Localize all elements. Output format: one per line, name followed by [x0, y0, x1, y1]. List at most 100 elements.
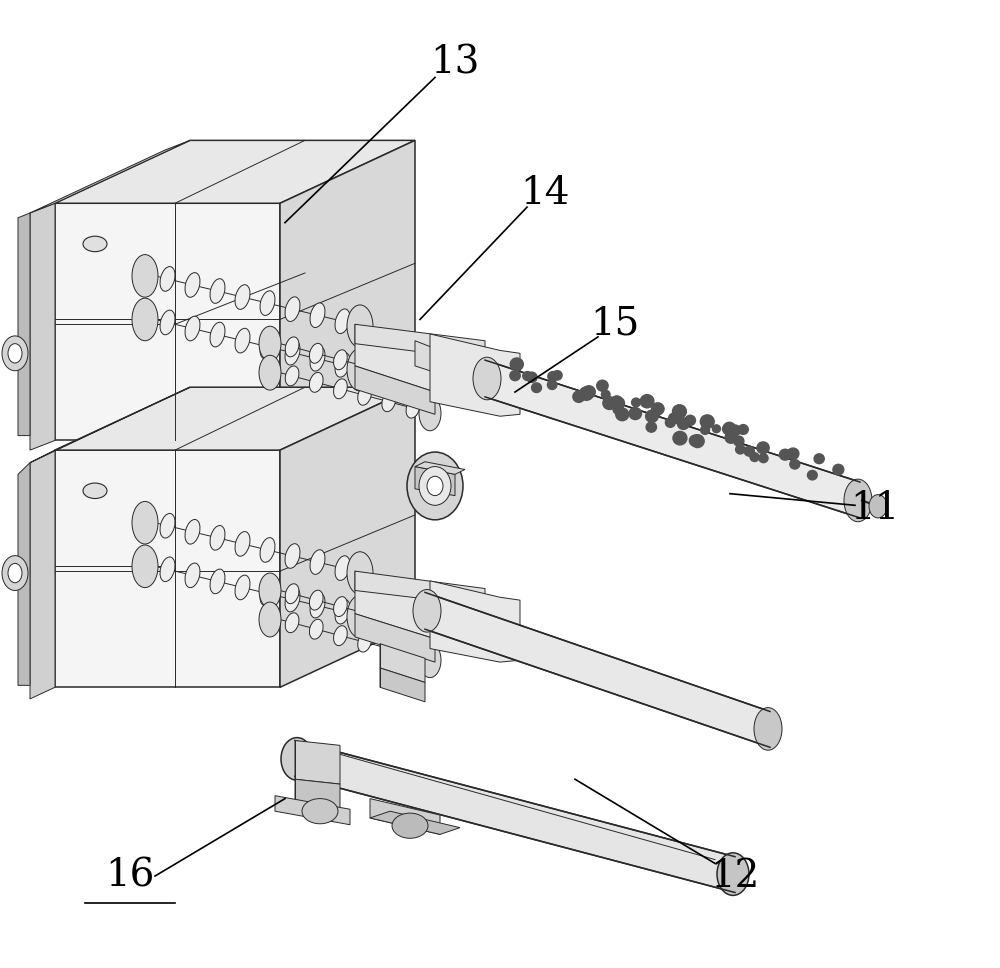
Circle shape: [759, 454, 768, 463]
Ellipse shape: [347, 305, 373, 348]
Circle shape: [523, 372, 532, 380]
Ellipse shape: [281, 738, 313, 780]
Ellipse shape: [382, 610, 396, 629]
Polygon shape: [380, 644, 425, 682]
Ellipse shape: [382, 392, 396, 411]
Ellipse shape: [406, 369, 420, 389]
Ellipse shape: [260, 537, 275, 562]
Ellipse shape: [419, 368, 441, 403]
Circle shape: [651, 410, 660, 418]
Ellipse shape: [334, 596, 347, 617]
Polygon shape: [30, 387, 190, 463]
Ellipse shape: [235, 575, 250, 600]
Text: 13: 13: [430, 45, 480, 81]
Ellipse shape: [309, 373, 323, 392]
Ellipse shape: [869, 495, 887, 518]
Ellipse shape: [132, 501, 158, 544]
Ellipse shape: [754, 708, 782, 750]
Circle shape: [646, 410, 658, 422]
Polygon shape: [370, 811, 460, 834]
Circle shape: [729, 427, 737, 435]
Circle shape: [673, 432, 687, 445]
Polygon shape: [18, 213, 30, 436]
Ellipse shape: [334, 349, 347, 370]
Ellipse shape: [285, 341, 300, 365]
Circle shape: [675, 415, 684, 424]
Circle shape: [790, 460, 800, 469]
Ellipse shape: [285, 588, 300, 612]
Circle shape: [689, 435, 701, 446]
Ellipse shape: [285, 544, 300, 568]
Polygon shape: [415, 341, 445, 376]
Ellipse shape: [302, 799, 338, 824]
Ellipse shape: [160, 310, 175, 335]
Polygon shape: [275, 796, 350, 825]
Ellipse shape: [285, 584, 299, 604]
Polygon shape: [30, 140, 190, 213]
Text: 12: 12: [710, 858, 760, 894]
Polygon shape: [280, 387, 415, 687]
Ellipse shape: [285, 366, 299, 386]
Ellipse shape: [334, 625, 347, 646]
Ellipse shape: [185, 520, 200, 544]
Polygon shape: [380, 668, 425, 702]
Polygon shape: [295, 779, 340, 808]
Ellipse shape: [382, 363, 396, 382]
Polygon shape: [30, 203, 55, 450]
Polygon shape: [485, 360, 860, 518]
Polygon shape: [425, 592, 770, 747]
Circle shape: [629, 408, 641, 419]
Ellipse shape: [419, 396, 441, 431]
Ellipse shape: [309, 620, 323, 639]
Circle shape: [833, 465, 844, 475]
Circle shape: [744, 446, 754, 456]
Circle shape: [616, 408, 629, 421]
Ellipse shape: [335, 599, 350, 624]
Polygon shape: [430, 334, 520, 416]
Ellipse shape: [8, 563, 22, 583]
Ellipse shape: [844, 479, 872, 522]
Circle shape: [646, 422, 657, 432]
Circle shape: [757, 442, 769, 454]
Text: 14: 14: [520, 175, 570, 212]
Circle shape: [725, 432, 737, 443]
Circle shape: [552, 371, 562, 380]
Ellipse shape: [347, 595, 373, 638]
Ellipse shape: [358, 603, 371, 623]
Polygon shape: [445, 348, 520, 368]
Ellipse shape: [2, 556, 28, 590]
Ellipse shape: [210, 322, 225, 347]
Ellipse shape: [285, 337, 299, 357]
Polygon shape: [55, 450, 280, 687]
Ellipse shape: [335, 309, 350, 334]
Circle shape: [672, 405, 686, 418]
Ellipse shape: [260, 290, 275, 316]
Polygon shape: [355, 324, 435, 392]
Polygon shape: [18, 463, 30, 685]
Ellipse shape: [347, 348, 373, 391]
Ellipse shape: [210, 279, 225, 303]
Circle shape: [573, 391, 585, 403]
Ellipse shape: [310, 550, 325, 574]
Circle shape: [814, 454, 824, 464]
Circle shape: [652, 403, 664, 415]
Ellipse shape: [259, 326, 281, 361]
Circle shape: [611, 396, 623, 407]
Circle shape: [723, 422, 735, 434]
Ellipse shape: [235, 285, 250, 310]
Circle shape: [579, 387, 593, 401]
Ellipse shape: [185, 273, 200, 297]
Ellipse shape: [259, 602, 281, 637]
Polygon shape: [295, 741, 735, 892]
Circle shape: [532, 383, 542, 393]
Ellipse shape: [260, 581, 275, 606]
Ellipse shape: [83, 483, 107, 499]
Polygon shape: [415, 462, 465, 474]
Circle shape: [526, 372, 537, 382]
Ellipse shape: [259, 355, 281, 390]
Ellipse shape: [132, 545, 158, 588]
Text: 16: 16: [105, 858, 155, 894]
Ellipse shape: [392, 813, 428, 838]
Polygon shape: [355, 324, 485, 360]
Circle shape: [601, 390, 610, 399]
